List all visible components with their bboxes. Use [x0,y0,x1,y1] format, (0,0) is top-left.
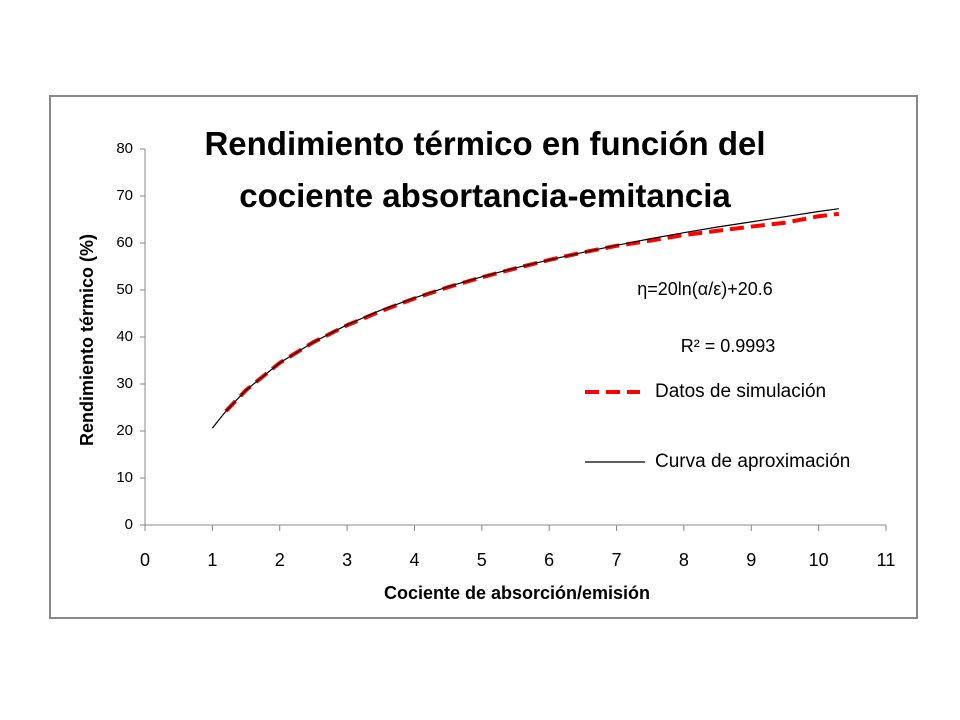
y-tick-label: 80 [116,140,133,157]
equation: η=20ln(α/ε)+20.6 [637,279,773,299]
chart-frame [49,95,918,619]
x-tick-label: 1 [207,550,217,570]
x-tick-label: 7 [612,550,622,570]
x-tick-label: 5 [477,550,487,570]
x-tick-label: 11 [877,550,896,570]
x-tick-label: 2 [275,550,285,570]
y-tick-label: 10 [116,469,133,486]
legend-label: Curva de aproximación [655,451,850,472]
y-tick-label: 50 [116,281,133,298]
x-tick-label: 0 [140,550,150,570]
y-tick-label: 70 [116,187,133,204]
y-axis-label: Rendimiento térmico (%) [77,234,97,446]
r-squared: R² = 0.9993 [681,336,776,356]
y-tick-label: 20 [116,422,133,439]
x-tick-label: 6 [544,550,554,570]
legend-label: Datos de simulación [655,381,826,402]
y-tick-label: 60 [116,234,133,251]
x-tick-label: 3 [342,550,352,570]
x-tick-label: 10 [809,550,829,570]
x-tick-label: 4 [409,550,419,570]
y-tick-label: 40 [116,328,133,345]
x-tick-label: 8 [679,550,689,570]
y-tick-label: 30 [116,375,133,392]
series-line [211,208,839,429]
chart-title: Rendimiento térmico en función del cocie… [204,125,766,214]
x-tick-label: 9 [746,550,756,570]
y-tick-label: 0 [125,516,133,533]
x-axis-label: Cociente de absorción/emisión [384,583,650,603]
